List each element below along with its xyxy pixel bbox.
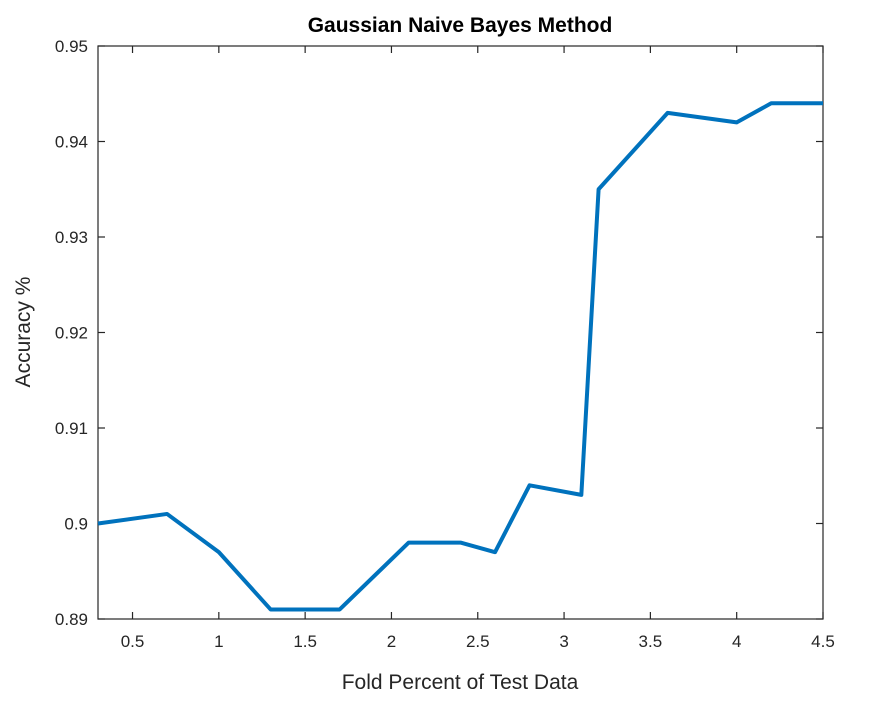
x-tick-label: 4 bbox=[732, 632, 741, 651]
x-tick-label: 1.5 bbox=[293, 632, 317, 651]
x-tick-label: 1 bbox=[214, 632, 223, 651]
y-tick-label: 0.93 bbox=[55, 228, 88, 247]
x-tick-label: 2 bbox=[387, 632, 396, 651]
y-tick-label: 0.9 bbox=[64, 515, 88, 534]
y-tick-label: 0.94 bbox=[55, 133, 88, 152]
y-tick-label: 0.91 bbox=[55, 419, 88, 438]
x-tick-label: 0.5 bbox=[121, 632, 145, 651]
series-layer bbox=[97, 101, 823, 612]
series-line-0 bbox=[97, 101, 823, 612]
x-tick-label: 2.5 bbox=[466, 632, 490, 651]
y-tick-label: 0.89 bbox=[55, 610, 88, 629]
plot-area bbox=[97, 45, 824, 620]
y-tick-label: 0.92 bbox=[55, 324, 88, 343]
x-axis: 0.5 1 1.5 2 2.5 3 3.5 4 4.5 bbox=[121, 46, 835, 651]
chart-title: Gaussian Naive Bayes Method bbox=[308, 14, 613, 37]
x-tick-label: 4.5 bbox=[811, 632, 835, 651]
x-tick-label: 3 bbox=[559, 632, 568, 651]
y-tick-label: 0.95 bbox=[55, 37, 88, 56]
y-axis: 0.89 0.9 0.91 0.92 0.93 0.94 0.95 bbox=[55, 37, 823, 629]
x-tick-label: 3.5 bbox=[639, 632, 663, 651]
x-axis-title: Fold Percent of Test Data bbox=[342, 671, 579, 694]
y-axis-title: Accuracy % bbox=[12, 277, 35, 388]
